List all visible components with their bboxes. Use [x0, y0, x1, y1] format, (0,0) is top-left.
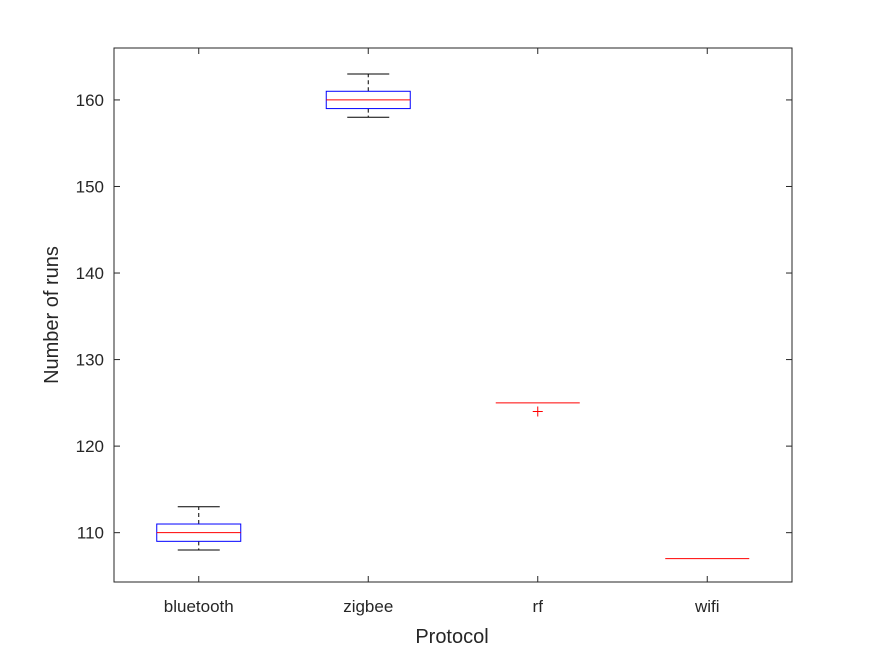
x-tick-label: bluetooth: [164, 597, 234, 616]
x-axis-label: Protocol: [415, 626, 488, 648]
y-tick-label: 160: [76, 91, 104, 110]
y-tick-label: 150: [76, 177, 104, 196]
y-tick-label: 140: [76, 264, 104, 283]
outlier-marker: [532, 406, 543, 417]
axes-frame: [113, 47, 793, 583]
y-tick-label: 120: [76, 437, 104, 456]
x-tick-label: wifi: [694, 597, 720, 616]
y-axis-label: Number of runs: [41, 246, 63, 384]
y-tick-label: 110: [77, 524, 104, 543]
x-tick-label: zigbee: [343, 597, 393, 616]
y-tick-label: 130: [76, 351, 104, 370]
plot-area: 110 120 130 140 150 160 bluetooth zigbee rf wifi: [76, 47, 793, 616]
x-tick-label: rf: [533, 597, 544, 616]
